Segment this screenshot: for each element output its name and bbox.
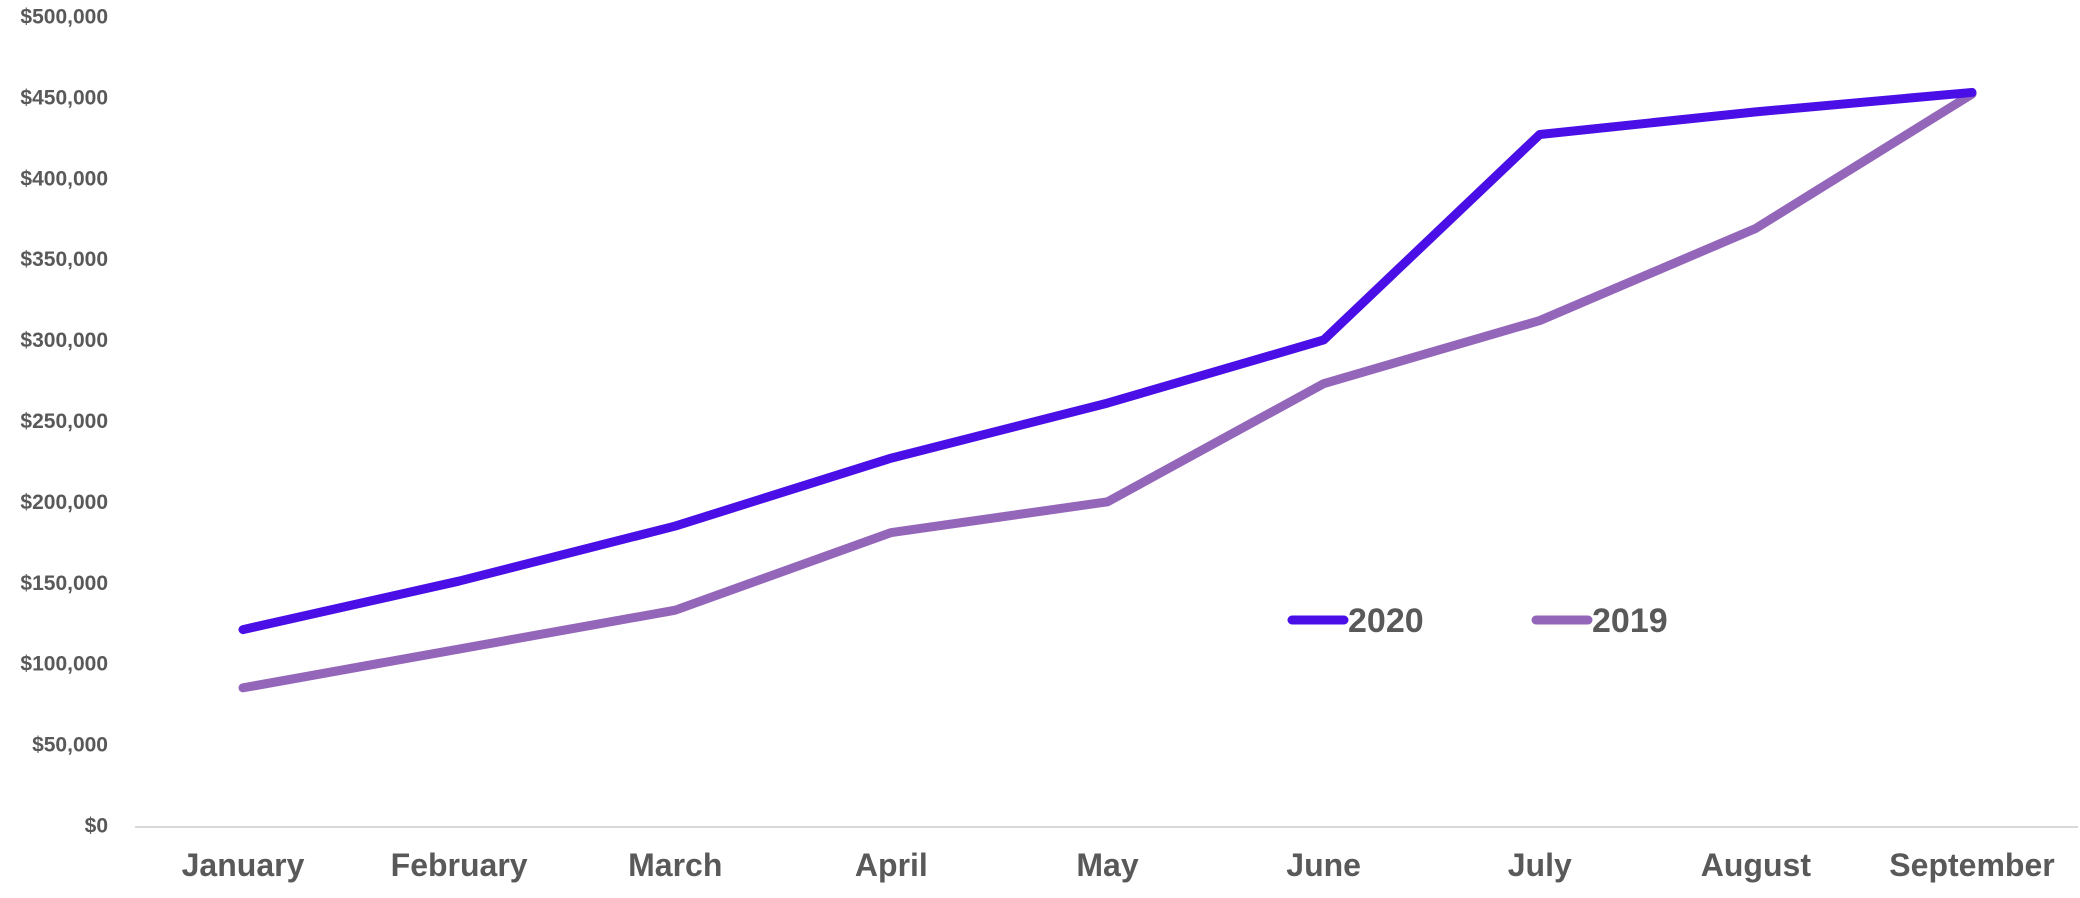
y-tick-label: $0 <box>85 815 108 838</box>
y-tick-label: $100,000 <box>20 653 108 676</box>
y-tick-label: $450,000 <box>20 86 108 109</box>
x-tick-label: April <box>855 847 928 883</box>
x-tick-label: June <box>1286 847 1361 883</box>
series-group <box>238 87 1977 693</box>
x-tick-label: May <box>1076 847 1138 883</box>
x-tick-label: August <box>1701 847 1812 883</box>
series-line-2020 <box>238 87 1977 635</box>
legend-item-2020: 2020 <box>1287 602 1424 640</box>
y-axis: $0 $50,000 $100,000 $150,000 $200,000 $250,00… <box>20 6 108 838</box>
x-tick-label: March <box>628 847 722 883</box>
y-tick-label: $250,000 <box>20 410 108 433</box>
y-tick-label: $300,000 <box>20 329 108 352</box>
x-axis: January February March April May June July Augu… <box>182 847 2055 883</box>
legend: 2020 2019 <box>1287 602 1668 640</box>
y-tick-label: $50,000 <box>32 734 108 757</box>
x-tick-label: January <box>182 847 305 883</box>
y-tick-label: $200,000 <box>20 491 108 514</box>
y-tick-label: $400,000 <box>20 167 108 190</box>
y-tick-label: $150,000 <box>20 572 108 595</box>
legend-label: 2020 <box>1348 602 1424 640</box>
y-tick-label: $500,000 <box>20 6 108 29</box>
x-tick-label: July <box>1508 847 1572 883</box>
x-tick-label: September <box>1889 847 2054 883</box>
legend-label: 2019 <box>1592 602 1668 640</box>
x-tick-label: February <box>391 847 528 883</box>
series-line-2019 <box>238 89 1977 693</box>
y-tick-label: $350,000 <box>20 248 108 271</box>
legend-item-2019: 2019 <box>1531 602 1668 640</box>
